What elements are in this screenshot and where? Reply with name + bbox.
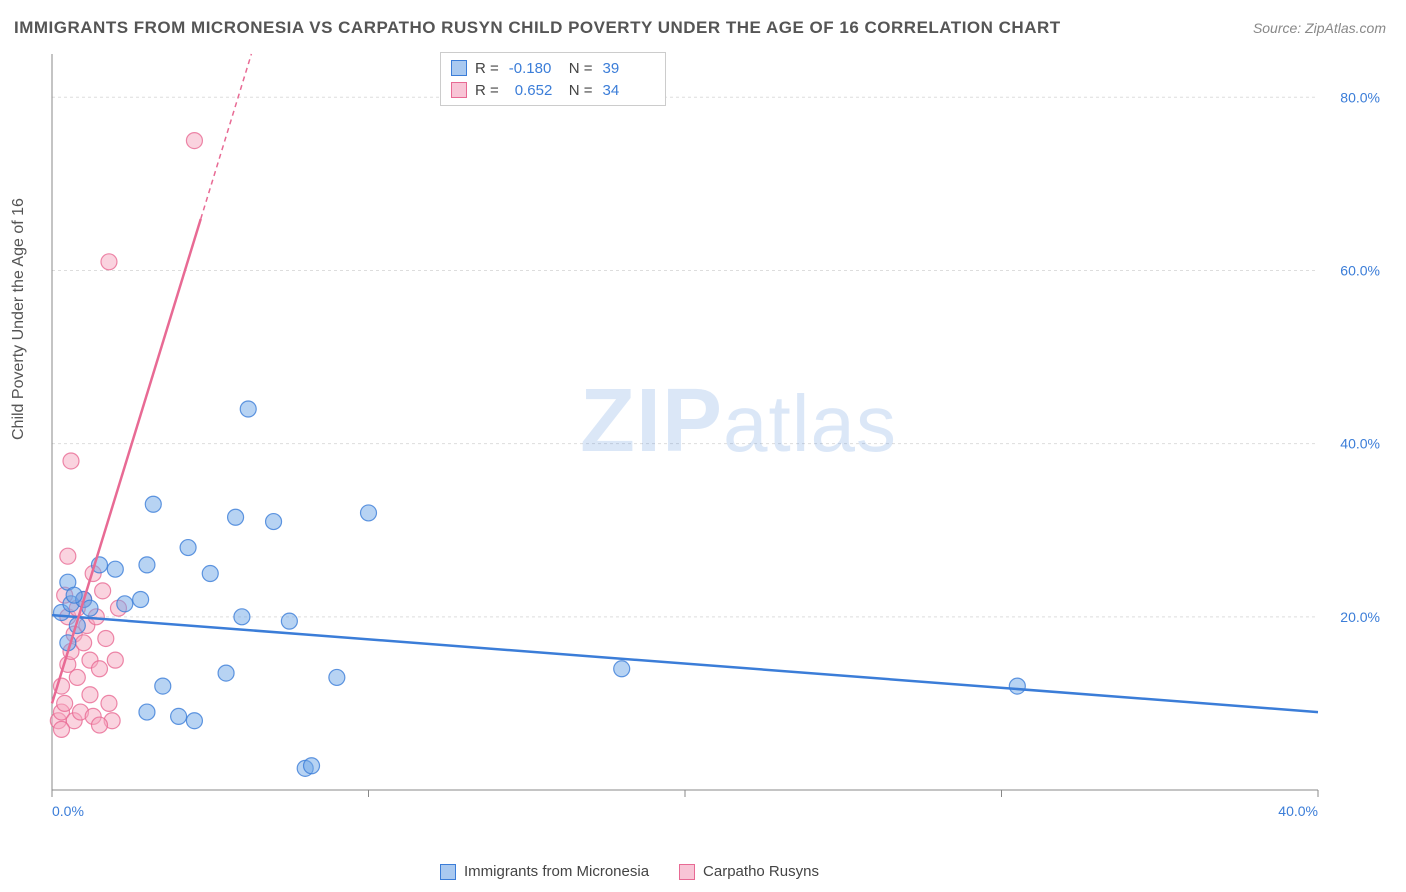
svg-text:20.0%: 20.0% xyxy=(1340,609,1380,625)
source-label: Source: ZipAtlas.com xyxy=(1253,20,1386,36)
legend-swatch-series1 xyxy=(451,60,467,76)
chart-area: 0.0% 40.0% 20.0% 40.0% 60.0% 80.0% xyxy=(48,50,1388,830)
legend-item-series2: Carpatho Rusyns xyxy=(679,863,819,880)
legend-label-series1: Immigrants from Micronesia xyxy=(464,863,649,880)
svg-text:0.0%: 0.0% xyxy=(52,803,84,819)
r-label: R = xyxy=(475,60,499,77)
n-value-series2: 34 xyxy=(603,82,655,99)
legend-label-series2: Carpatho Rusyns xyxy=(703,863,819,880)
chart-title: IMMIGRANTS FROM MICRONESIA VS CARPATHO R… xyxy=(14,18,1061,38)
r-value-series1: -0.180 xyxy=(509,60,561,77)
y-axis-label: Child Poverty Under the Age of 16 xyxy=(10,198,28,440)
legend-swatch-series2 xyxy=(679,864,695,880)
legend-item-series1: Immigrants from Micronesia xyxy=(440,863,649,880)
svg-text:40.0%: 40.0% xyxy=(1340,436,1380,452)
n-label: N = xyxy=(569,60,593,77)
r-label: R = xyxy=(475,82,499,99)
legend-swatch-series2 xyxy=(451,82,467,98)
n-value-series1: 39 xyxy=(603,60,655,77)
legend-row-series2: R = 0.652 N = 34 xyxy=(451,79,655,101)
legend-bottom: Immigrants from Micronesia Carpatho Rusy… xyxy=(440,863,819,880)
svg-text:80.0%: 80.0% xyxy=(1340,89,1380,105)
n-label: N = xyxy=(569,82,593,99)
r-value-series2: 0.652 xyxy=(509,82,561,99)
scatter-chart-svg: 0.0% 40.0% 20.0% 40.0% 60.0% 80.0% xyxy=(48,50,1388,830)
legend-row-series1: R = -0.180 N = 39 xyxy=(451,57,655,79)
svg-text:40.0%: 40.0% xyxy=(1278,803,1318,819)
legend-correlation-box: R = -0.180 N = 39 R = 0.652 N = 34 xyxy=(440,52,666,106)
svg-text:60.0%: 60.0% xyxy=(1340,262,1380,278)
legend-swatch-series1 xyxy=(440,864,456,880)
